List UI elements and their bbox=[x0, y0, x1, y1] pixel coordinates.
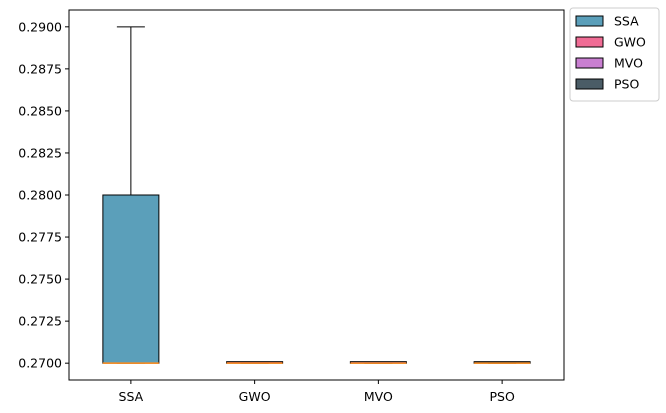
y-tick-label: 0.2750 bbox=[18, 272, 62, 287]
y-tick-label: 0.2825 bbox=[18, 145, 62, 160]
legend-label: SSA bbox=[614, 14, 639, 29]
x-tick-label: MVO bbox=[364, 389, 393, 404]
legend-label: PSO bbox=[614, 77, 639, 92]
legend-label: GWO bbox=[614, 35, 646, 50]
legend: SSA GWO MVO PSO bbox=[569, 7, 660, 102]
legend-label: MVO bbox=[614, 56, 643, 71]
y-tick-label: 0.2775 bbox=[18, 230, 62, 245]
x-axis: SSA GWO MVO PSO bbox=[119, 380, 515, 404]
legend-box bbox=[569, 7, 660, 102]
legend-swatch bbox=[575, 57, 604, 69]
box-ssa bbox=[102, 26, 160, 364]
y-tick-label: 0.2900 bbox=[18, 19, 62, 34]
box-mvo bbox=[349, 361, 407, 364]
box-body bbox=[102, 194, 160, 364]
y-tick-label: 0.2850 bbox=[18, 103, 62, 118]
y-tick-label: 0.2875 bbox=[18, 61, 62, 76]
legend-swatch bbox=[575, 36, 604, 48]
x-tick-label: SSA bbox=[119, 389, 144, 404]
y-tick-label: 0.2700 bbox=[18, 356, 62, 371]
x-tick-label: GWO bbox=[239, 389, 271, 404]
box-gwo bbox=[226, 361, 284, 364]
legend-swatch bbox=[575, 15, 604, 27]
legend-swatch bbox=[575, 78, 604, 90]
y-tick-label: 0.2725 bbox=[18, 314, 62, 329]
y-tick-label: 0.2800 bbox=[18, 188, 62, 203]
box-layer bbox=[102, 26, 531, 364]
y-axis: 0.2700 0.2725 0.2750 0.2775 0.2800 0.2825 0.28… bbox=[18, 19, 69, 371]
x-tick-label: PSO bbox=[489, 389, 514, 404]
box-pso bbox=[473, 361, 531, 364]
